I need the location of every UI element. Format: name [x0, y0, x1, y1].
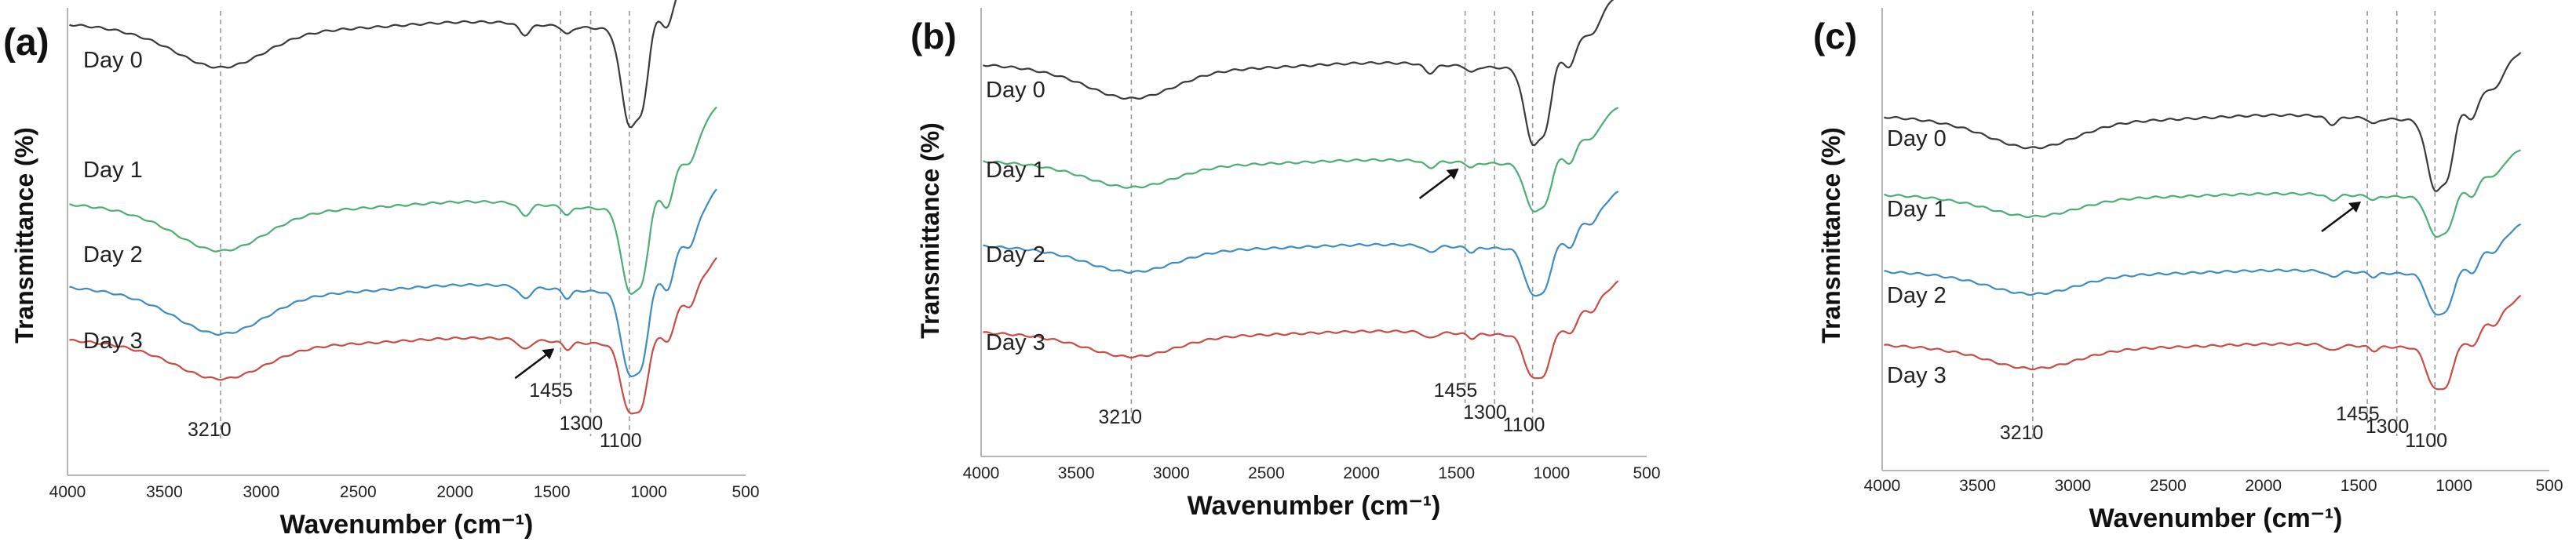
spectrum-day-3: [69, 256, 717, 415]
series-label-day-0: Day 0: [83, 48, 143, 73]
spectrum-day-1: [1884, 149, 2522, 238]
y-axis-title: Transmittance (%): [10, 127, 38, 344]
spectrum-day-0: [983, 0, 1615, 147]
x-tick-label: 500: [1633, 464, 1660, 482]
x-tick-label: 3000: [2054, 477, 2091, 495]
spectrum-day-0: [1884, 52, 2522, 192]
x-tick-label: 2000: [2245, 477, 2282, 495]
series-label-day-2: Day 2: [83, 242, 143, 267]
series-label-day-1: Day 1: [1887, 197, 1947, 222]
x-tick-label: 1500: [1438, 464, 1475, 482]
x-tick-label: 4000: [1864, 477, 1901, 495]
spectrum-day-2: [69, 188, 717, 378]
x-tick-label: 1000: [630, 483, 667, 501]
x-tick-label: 1500: [2341, 477, 2377, 495]
series-label-day-3: Day 3: [986, 330, 1045, 355]
panel-c: (c) Transmittance (%) 4000 3500 3000 2500 2000…: [1813, 8, 2563, 533]
x-tick-label: 2500: [2150, 477, 2187, 495]
peak-arrowhead: [542, 348, 555, 360]
spectrum-day-3: [1884, 294, 2522, 391]
reference-label-1300: 1300: [560, 413, 604, 434]
series-label-day-1: Day 1: [83, 158, 143, 183]
reference-label-1455: 1455: [2336, 403, 2380, 425]
x-axis-title: Wavenumber (cm⁻¹): [280, 510, 534, 540]
y-axis-title: Transmittance (%): [1817, 127, 1845, 344]
x-tick-label: 4000: [49, 483, 86, 501]
x-tick-label: 1500: [534, 483, 571, 501]
x-tick-label: 3500: [1959, 477, 1996, 495]
panel-a: (a) Transmittance (%) 4000 3500 3000 2500 2000…: [3, 0, 760, 540]
reference-label-1300: 1300: [2366, 416, 2410, 438]
series-label-day-0: Day 0: [1887, 126, 1947, 151]
x-tick-label: 1000: [2436, 477, 2472, 495]
x-tick-label: 1000: [1533, 464, 1570, 482]
series-label-day-2: Day 2: [1887, 283, 1947, 308]
reference-label-1455: 1455: [529, 380, 573, 402]
spectrum-day-1: [983, 107, 1619, 213]
x-tick-label: 3000: [1153, 464, 1190, 482]
peak-arrowhead: [2348, 202, 2362, 213]
x-tick-label: 2500: [340, 483, 377, 501]
x-tick-label: 3500: [1058, 464, 1095, 482]
panel-b: (b) Transmittance (%) 4000 3500 3000 2500 2000…: [910, 0, 1661, 521]
series-label-day-2: Day 2: [986, 242, 1045, 267]
spectrum-day-0: [69, 0, 677, 129]
panel-label: (c): [1813, 16, 1857, 56]
x-axis-title: Wavenumber (cm⁻¹): [1188, 491, 1441, 521]
spectrum-day-3: [983, 280, 1619, 380]
spectrum-day-2: [1884, 223, 2522, 316]
reference-label-1300: 1300: [1463, 402, 1507, 424]
x-tick-label: 500: [732, 483, 759, 501]
spectrum-day-2: [983, 191, 1619, 297]
reference-label-1100: 1100: [2405, 430, 2447, 452]
peak-arrowhead: [1446, 168, 1459, 180]
reference-label-3210: 3210: [188, 419, 232, 441]
reference-label-3210: 3210: [2000, 422, 2044, 444]
x-tick-label: 3500: [146, 483, 183, 501]
series-label-day-3: Day 3: [83, 329, 143, 354]
series-label-day-1: Day 1: [986, 158, 1045, 183]
x-axis-title: Wavenumber (cm⁻¹): [2089, 504, 2343, 533]
x-tick-label: 2000: [436, 483, 473, 501]
spectrum-day-1: [69, 106, 717, 296]
x-tick-label: 500: [2535, 477, 2563, 495]
panel-label: (b): [910, 16, 957, 56]
reference-label-3210: 3210: [1098, 406, 1142, 428]
reference-label-1100: 1100: [600, 430, 642, 452]
x-tick-label: 3000: [243, 483, 279, 501]
reference-label-1455: 1455: [1434, 380, 1478, 402]
x-tick-label: 2000: [1343, 464, 1380, 482]
x-tick-label: 4000: [963, 464, 1000, 482]
reference-label-1100: 1100: [1503, 414, 1545, 436]
series-label-day-3: Day 3: [1887, 363, 1947, 388]
y-axis-title: Transmittance (%): [916, 122, 944, 339]
panel-label: (a): [3, 22, 49, 64]
x-tick-label: 2500: [1248, 464, 1285, 482]
series-label-day-0: Day 0: [986, 78, 1045, 103]
